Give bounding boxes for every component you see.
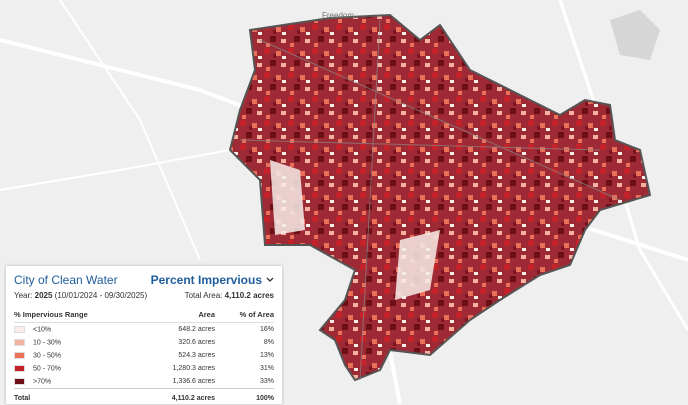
swatch [14,364,25,372]
range-row: 10 - 30% 320.6 acres 8% [14,336,274,349]
total-label: Total Area: [184,291,223,300]
range-cell: >70% [14,375,141,389]
range-cell: 30 - 50% [14,349,141,362]
area-cell: 524.3 acres [178,352,215,359]
area-cell: 320.6 acres [178,339,215,346]
range-row: 30 - 50% 524.3 acres 13% [14,349,274,362]
range-cell: <10% [14,323,141,337]
year: 2025 [34,291,53,300]
range-label: 10 - 30% [33,339,62,347]
area-cell: 1,336.6 acres [172,378,215,385]
share-cell: 31% [259,365,274,372]
range-label: <10% [33,326,52,334]
range-label: >70% [33,378,52,386]
header-cell: % of Area [215,308,274,323]
year-label: Year: [14,291,33,300]
layer-selector[interactable]: Percent Impervious [151,273,274,287]
period: (10/01/2024 - 09/30/2025) [54,291,148,300]
total-area: 4,110.2 acres [224,291,274,300]
header-cell: Area [140,308,215,323]
light-area [270,160,440,300]
total-cell: 4,110.2 acres [140,388,215,405]
range-label: 50 - 70% [33,365,62,373]
water [610,10,660,60]
share-cell: 13% [259,352,274,359]
area-cell: 648.2 acres [178,326,215,333]
share-cell: 16% [259,326,274,333]
panel-title: City of Clean Water [14,273,118,287]
range-row: >70% 1,336.6 acres 33% [14,375,274,389]
range-cell: 10 - 30% [14,336,141,349]
area-cell: 1,280.3 acres [172,365,215,372]
share-cell: 8% [263,339,274,346]
swatch [14,338,25,346]
header-row: % Impervious Range Area % of Area [14,308,274,323]
layer-name[interactable]: Percent Impervious [150,273,262,287]
range-table: % Impervious Range Area % of Area <10% 64… [14,308,274,405]
total-cell: 100% [215,388,274,405]
legend-panel: City of Clean Water Percent Impervious Y… [6,266,282,405]
swatch [14,351,25,359]
range-row: 50 - 70% 1,280.3 acres 31% [14,362,274,375]
swatch [14,377,25,385]
range-row: <10% 648.2 acres 16% [14,323,274,337]
range-label: 30 - 50% [33,352,62,360]
place-label: Freedom [322,11,354,20]
total-cell: Total [14,388,141,405]
share-cell: 33% [259,378,274,385]
chevron[interactable] [266,277,274,283]
total-info: Total Area: 4,110.2 acres [185,291,274,300]
header-cell: % Impervious Range [14,308,141,323]
year-info: Year: 2025 (10/01/2024 - 09/30/2025) [14,291,147,300]
total-row: Total 4,110.2 acres 100% [14,388,274,405]
inner-roads [239,19,621,381]
range-cell: 50 - 70% [14,362,141,375]
city-boundary [228,13,652,382]
swatch [14,325,25,333]
